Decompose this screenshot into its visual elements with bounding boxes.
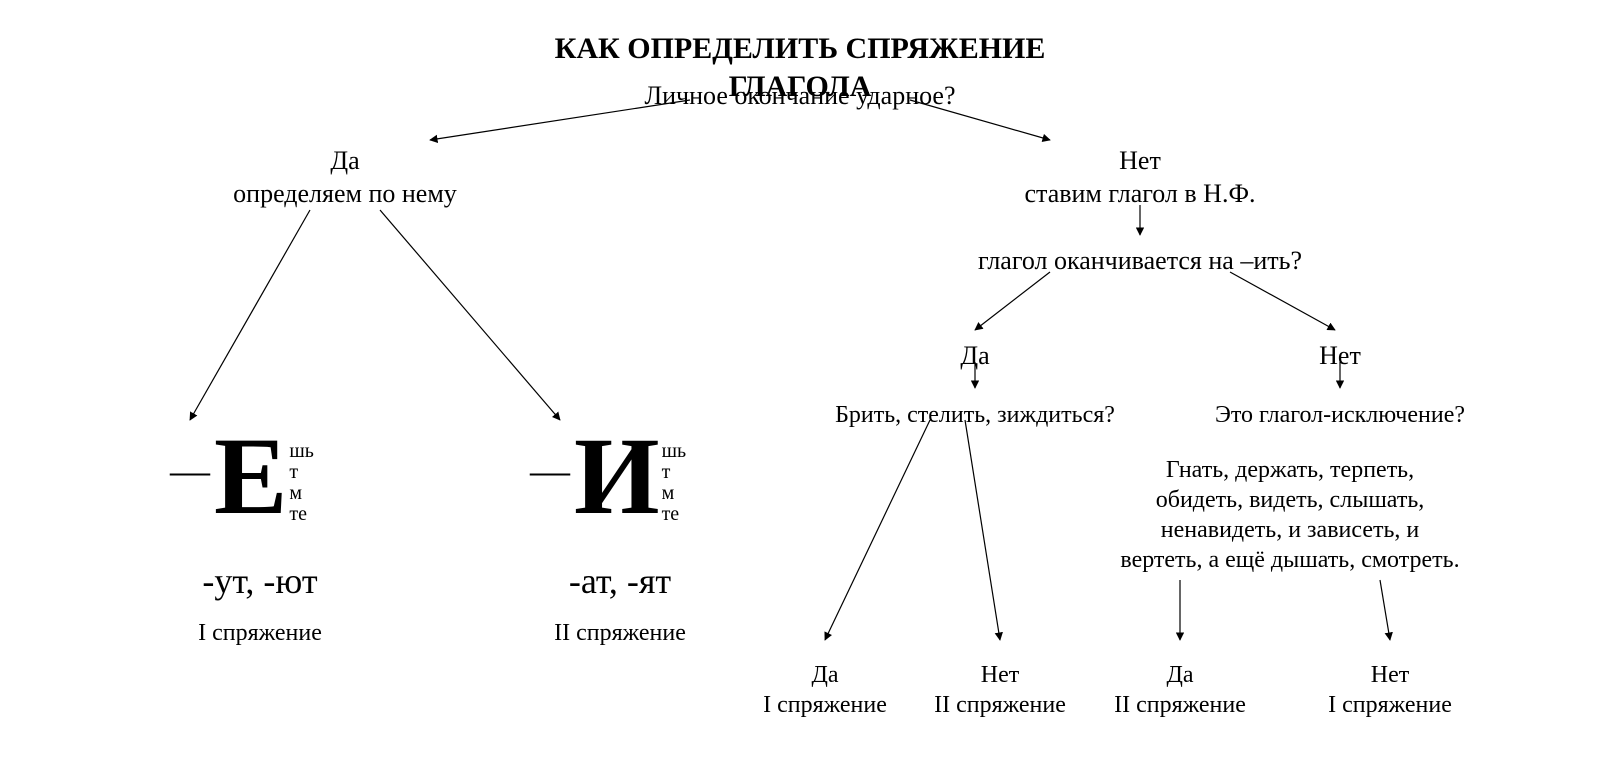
conjugation-right: —Ишьтмте bbox=[530, 430, 686, 524]
exception-question: Это глагол-исключение? bbox=[1040, 400, 1600, 430]
suffix: шь bbox=[662, 441, 687, 462]
suffix-column: шьтмте bbox=[662, 441, 687, 525]
conjugation-label: II спряжение bbox=[490, 620, 750, 647]
suffix: м bbox=[662, 483, 687, 504]
branch-no: Нет ставим глагол в Н.Ф. bbox=[840, 145, 1440, 210]
suffix: те bbox=[662, 504, 687, 525]
suffix-column: шьтмте bbox=[289, 441, 314, 525]
plural-endings: -ат, -ят bbox=[490, 560, 750, 602]
ends-in-it: глагол оканчивается на –ить? bbox=[840, 245, 1440, 278]
it-no: Нет bbox=[1040, 340, 1600, 373]
plural-endings: -ут, -ют bbox=[130, 560, 390, 602]
suffix: шь bbox=[289, 441, 314, 462]
suffix: т bbox=[289, 462, 314, 483]
branch-yes: Да определяем по нему bbox=[45, 145, 645, 210]
dash-icon: — bbox=[530, 447, 570, 494]
root-question: Личное окончание ударное? bbox=[500, 80, 1100, 113]
vowel-letter: И bbox=[574, 430, 660, 524]
vowel-letter: Е bbox=[214, 430, 287, 524]
suffix: т bbox=[662, 462, 687, 483]
dash-icon: — bbox=[170, 447, 210, 494]
exception-list: Гнать, держать, терпеть, обидеть, видеть… bbox=[1030, 455, 1550, 575]
suffix: те bbox=[289, 504, 314, 525]
excl-no: Нет I спряжение bbox=[1090, 660, 1600, 720]
conjugation-label: I спряжение bbox=[130, 620, 390, 647]
conjugation-left: —Ешьтмте bbox=[170, 430, 314, 524]
suffix: м bbox=[289, 483, 314, 504]
